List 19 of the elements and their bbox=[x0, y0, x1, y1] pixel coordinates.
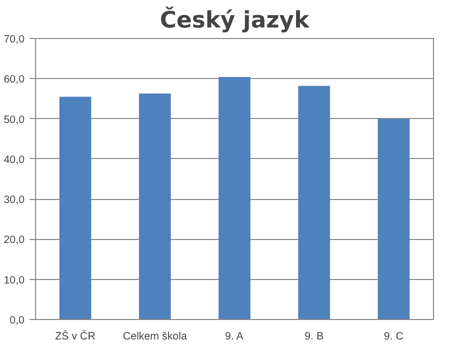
bar bbox=[138, 93, 171, 320]
bar bbox=[378, 118, 410, 320]
x-tick-label: ZŠ v ČR bbox=[55, 330, 96, 342]
chart-title: Český jazyk bbox=[160, 6, 310, 34]
y-tick-label: 40,0 bbox=[4, 154, 25, 166]
y-tick-label: 70,0 bbox=[4, 34, 25, 46]
x-tick-label: 9. B bbox=[304, 330, 324, 342]
y-tick-label: 60,0 bbox=[4, 74, 25, 86]
x-tick-label: 9. C bbox=[384, 330, 404, 342]
y-tick-label: 0,0 bbox=[10, 314, 25, 326]
y-tick-label: 50,0 bbox=[4, 114, 25, 126]
bar bbox=[298, 86, 330, 320]
y-tick-label: 20,0 bbox=[4, 234, 25, 246]
y-tick-label: 10,0 bbox=[4, 274, 25, 286]
x-tick-label: Celkem škola bbox=[122, 330, 187, 342]
bar bbox=[218, 77, 250, 320]
bar bbox=[59, 96, 92, 320]
x-tick-label: 9. A bbox=[225, 330, 244, 342]
y-tick-label: 30,0 bbox=[4, 194, 25, 206]
